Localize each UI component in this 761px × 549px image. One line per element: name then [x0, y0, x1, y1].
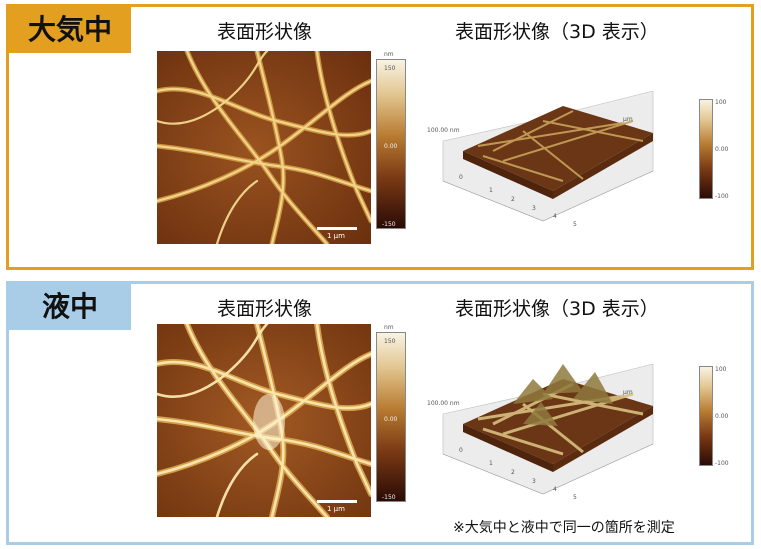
air-plot-tick-5: 5: [573, 221, 577, 228]
air-plot-tick-0: 0: [459, 174, 463, 181]
liquid-3d-colorbar-max: 100: [715, 366, 727, 373]
air-colorbar-mid: 0.00: [384, 143, 398, 150]
liquid-3d-colorbar-mid: 0.00: [715, 413, 729, 420]
liquid-afm-image: 1 μm: [157, 324, 371, 517]
air-plot-tick-4: 4: [553, 213, 557, 220]
air-scale-label: 1 μm: [327, 232, 345, 240]
air-3d-colorbar-max: 100: [715, 99, 727, 106]
liquid-3d-colorbar: 100 0.00 -100: [699, 366, 729, 467]
liquid-plot-tick-2: 2: [511, 469, 515, 476]
liquid-colorbar-mid: 0.00: [384, 416, 398, 423]
liquid-scale-bar: [317, 500, 357, 503]
measurement-note: ※大気中と液中で同一の箇所を測定: [453, 520, 675, 536]
air-colorbar-unit: nm: [384, 51, 394, 58]
liquid-colorbar-min: -150: [382, 494, 396, 501]
air-plot-tick-2: 2: [511, 196, 515, 203]
liquid-tag: 液中: [9, 284, 131, 330]
air-3d-colorbar-gradient: [699, 99, 713, 199]
air-3d-colorbar: 100 0.00 -100: [699, 99, 729, 200]
air-colorbar-min: -150: [382, 221, 396, 228]
liquid-plot-tick-5: 5: [573, 494, 577, 501]
air-afm-image: 1 μm: [157, 51, 371, 244]
air-3d-plot: 100.00 nm 0 1 2 3 4 5 μm: [423, 51, 663, 251]
liquid-plot-tick-3: 3: [532, 478, 536, 485]
liquid-colorbar: nm 150 0.00 -150: [376, 324, 408, 517]
liquid-3d-colorbar-gradient: [699, 366, 713, 466]
liquid-scale-label: 1 μm: [327, 505, 345, 513]
liquid-plot-axis-unit: μm: [623, 389, 633, 396]
liquid-colorbar-unit: nm: [384, 324, 394, 331]
air-panel: 大気中 表面形状像 表面形状像（3D 表示）: [6, 4, 754, 270]
air-colorbar-max: 150: [384, 65, 396, 72]
air-tag: 大気中: [9, 7, 131, 53]
liquid-colorbar-max: 150: [384, 338, 396, 345]
air-plot-tick-3: 3: [532, 205, 536, 212]
liquid-panel: 液中 表面形状像 表面形状像（3D 表示）: [6, 281, 754, 545]
air-colorbar-gradient: [376, 59, 406, 229]
air-surface-title: 表面形状像: [217, 21, 313, 43]
liquid-plot-tick-0: 0: [459, 447, 463, 454]
air-3d-colorbar-min: -100: [715, 193, 729, 200]
liquid-plot-zlabel: 100.00 nm: [427, 400, 460, 407]
liquid-colorbar-gradient: [376, 332, 406, 502]
air-3d-colorbar-mid: 0.00: [715, 146, 729, 153]
liquid-3d-plot: 100.00 nm 0 1 2 3 4 5 μm: [423, 324, 663, 524]
air-scale-bar: [317, 227, 357, 230]
air-3d-title: 表面形状像（3D 表示）: [455, 21, 659, 43]
air-plot-tick-1: 1: [489, 187, 493, 194]
air-colorbar: nm 150 0.00 -150: [376, 51, 408, 244]
air-plot-axis-unit: μm: [623, 116, 633, 123]
liquid-plot-tick-4: 4: [553, 486, 557, 493]
liquid-plot-tick-1: 1: [489, 460, 493, 467]
air-plot-zlabel: 100.00 nm: [427, 127, 460, 134]
liquid-3d-title: 表面形状像（3D 表示）: [455, 298, 659, 320]
liquid-3d-colorbar-min: -100: [715, 460, 729, 467]
liquid-surface-title: 表面形状像: [217, 298, 313, 320]
